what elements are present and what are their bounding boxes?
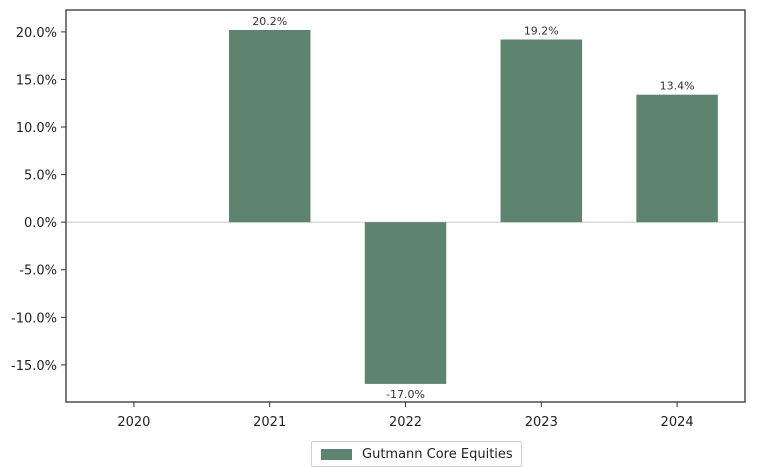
y-tick-label: 20.0% bbox=[16, 26, 57, 41]
y-tick-label: -15.0% bbox=[11, 359, 57, 374]
y-tick-label: -5.0% bbox=[19, 264, 57, 279]
bar-2021 bbox=[228, 29, 311, 223]
value-label-2023: 19.2% bbox=[524, 24, 559, 37]
value-label-2022: -17.0% bbox=[386, 388, 425, 401]
bar-2024 bbox=[636, 94, 718, 223]
x-tick-label: 2022 bbox=[389, 415, 422, 430]
bar-2023 bbox=[500, 39, 583, 223]
y-tick-label: 10.0% bbox=[16, 121, 57, 136]
bar-2022 bbox=[364, 222, 447, 384]
value-label-2024: 13.4% bbox=[660, 80, 695, 93]
y-tick-label: -10.0% bbox=[11, 311, 57, 326]
plot-frame bbox=[65, 9, 746, 403]
legend: Gutmann Core Equities bbox=[311, 441, 522, 467]
x-tick-label: 2020 bbox=[117, 415, 150, 430]
legend-swatch bbox=[321, 448, 352, 460]
y-tick-label: 5.0% bbox=[24, 169, 57, 184]
x-tick-label: 2023 bbox=[525, 415, 558, 430]
x-tick-label: 2021 bbox=[253, 415, 286, 430]
y-tick-label: 0.0% bbox=[24, 216, 57, 231]
legend-label: Gutmann Core Equities bbox=[362, 446, 513, 462]
value-label-2021: 20.2% bbox=[252, 15, 287, 28]
y-tick-label: 15.0% bbox=[16, 73, 57, 88]
x-tick-label: 2024 bbox=[661, 415, 694, 430]
